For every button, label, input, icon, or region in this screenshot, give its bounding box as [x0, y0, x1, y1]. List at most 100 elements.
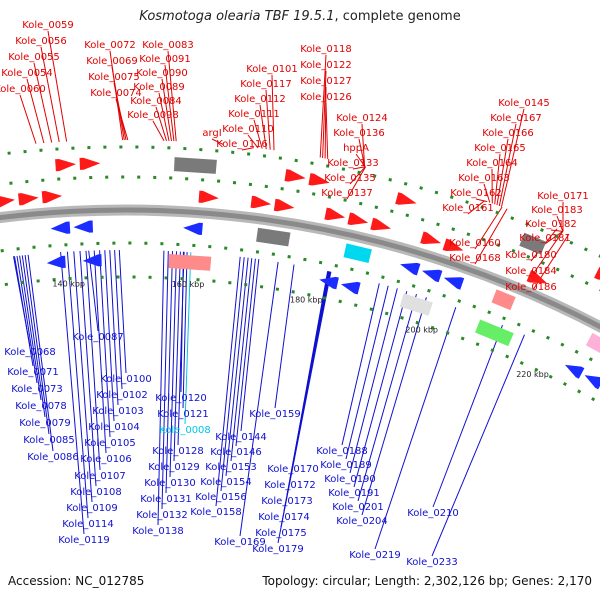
reverse-gene-label: Kole_0120 — [155, 393, 207, 404]
forward-leader-line — [152, 120, 165, 141]
reverse-leader-line — [161, 250, 169, 510]
gene-block — [343, 243, 372, 263]
forward-gene-label: Kole_0089 — [133, 82, 185, 93]
forward-gene-label: Kole_0166 — [482, 128, 534, 139]
backbone-arc — [0, 207, 600, 330]
reverse-gene-label: Kole_0106 — [80, 454, 132, 465]
forward-leader-line — [324, 86, 327, 159]
forward-gene-label: Kole_0072 — [84, 40, 136, 51]
forward-leader-line — [155, 106, 167, 141]
reverse-gene-arrow — [400, 262, 421, 276]
gene-block — [256, 227, 291, 247]
forward-gene-arrow — [273, 198, 295, 212]
forward-gene-label: Kole_0098 — [127, 110, 179, 121]
forward-gene-label: Kole_0126 — [300, 92, 352, 103]
gene-block — [168, 254, 212, 271]
forward-gene-label: Kole_0122 — [300, 60, 352, 71]
reverse-leader-line — [85, 250, 101, 471]
reverse-leader-line — [109, 250, 119, 406]
forward-leader-line — [253, 119, 263, 149]
reverse-leader-line — [21, 255, 46, 418]
forward-gene-label: Kole_0056 — [15, 36, 67, 47]
map-title: Kosmotoga olearia TBF 19.5.1, complete g… — [0, 9, 600, 24]
reverse-gene-label: Kole_0188 — [316, 446, 368, 457]
reverse-leader-line — [157, 250, 165, 526]
kbp-tick-label: 220 kbp — [516, 370, 549, 379]
gene-block — [399, 293, 433, 316]
forward-leader-line — [496, 138, 509, 206]
reverse-leader-line — [73, 251, 93, 503]
reverse-leader-line — [19, 255, 42, 401]
reverse-gene-label: Kole_0233 — [406, 557, 458, 568]
kbp-tick-label: 200 kbp — [405, 326, 438, 335]
reverse-gene-label: Kole_0158 — [190, 507, 242, 518]
forward-leader-line — [26, 78, 45, 144]
forward-gene-arrow — [308, 173, 330, 186]
forward-gene-label: Kole_0118 — [300, 44, 352, 55]
reverse-gene-arrow — [422, 269, 443, 283]
reverse-leader-line — [215, 256, 241, 507]
reverse-gene-label: Kole_0121 — [157, 409, 209, 420]
reverse-gene-label: Kole_0102 — [96, 390, 148, 401]
reverse-leader-line — [104, 250, 115, 422]
forward-leader-line — [361, 123, 366, 167]
forward-leader-line — [325, 102, 329, 159]
forward-gene-label: Kole_0161 — [442, 203, 494, 214]
forward-gene-arrow — [324, 207, 346, 221]
forward-leader-line — [346, 166, 367, 200]
reverse-gene-label: Kole_0146 — [210, 447, 262, 458]
reverse-gene-label: Kole_0179 — [252, 544, 304, 555]
reverse-leader-line — [177, 251, 185, 446]
reverse-gene-label: Kole_0189 — [320, 460, 372, 471]
kbp-tick-label: 140 kbp — [52, 280, 85, 289]
reverse-leader-line — [169, 251, 177, 478]
forward-gene-label: Kole_0182 — [525, 219, 577, 230]
reverse-leader-line — [118, 249, 127, 374]
reverse-leader-line — [277, 271, 332, 544]
leader-lines — [13, 30, 570, 557]
reverse-gene-label: Kole_0154 — [200, 477, 252, 488]
reverse-gene-arrow — [82, 254, 102, 267]
forward-gene-label: Kole_0167 — [490, 113, 542, 124]
reverse-gene-label: Kole_0191 — [328, 488, 380, 499]
highlighted-gene-label: Kole_0008 — [159, 425, 211, 436]
reverse-leader-line — [99, 250, 111, 438]
forward-leader-line — [259, 104, 267, 150]
reverse-gene-arrow — [443, 277, 465, 290]
reverse-gene-label: Kole_0190 — [324, 474, 376, 485]
forward-leader-line — [241, 147, 254, 151]
forward-leader-line — [164, 64, 175, 142]
reverse-gene-label: Kole_0100 — [100, 374, 152, 385]
forward-leader-line — [530, 233, 570, 294]
forward-gene-arrow — [526, 270, 548, 284]
forward-leader-line — [556, 215, 564, 232]
reverse-leader-line — [239, 261, 279, 537]
forward-leader-line — [19, 94, 37, 144]
reverse-gene-label: Kole_0071 — [7, 367, 59, 378]
forward-leader-line — [47, 30, 68, 142]
forward-gene-arrow — [79, 157, 101, 170]
forward-gene-arrow — [347, 212, 369, 225]
reverse-gene-arrow — [565, 364, 585, 379]
forward-gene-label: Kole_0171 — [537, 191, 589, 202]
forward-gene-label: Kole_0137 — [321, 188, 373, 199]
forward-leader-line — [247, 134, 259, 149]
forward-gene-label: Kole_0124 — [336, 113, 388, 124]
reverse-gene-label: Kole_0172 — [264, 480, 316, 491]
reverse-leader-line — [341, 283, 380, 446]
forward-gene-arrow — [0, 196, 15, 208]
forward-leader-line — [161, 78, 172, 142]
reverse-gene-label: Kole_0201 — [332, 502, 384, 513]
forward-gene-label: Kole_0090 — [136, 68, 188, 79]
reverse-gene-label: Kole_0073 — [11, 384, 63, 395]
forward-gene-label: Kole_0084 — [130, 96, 182, 107]
reverse-leader-line — [88, 250, 99, 332]
forward-gene-arrow — [594, 267, 600, 280]
forward-gene-label: Kole_0184 — [505, 266, 557, 277]
reverse-gene-label: Kole_0169 — [214, 537, 266, 548]
reverse-gene-label: Kole_0107 — [74, 471, 126, 482]
forward-leader-line — [115, 98, 129, 141]
reverse-leader-line — [165, 251, 173, 494]
reverse-leader-line — [182, 251, 188, 409]
